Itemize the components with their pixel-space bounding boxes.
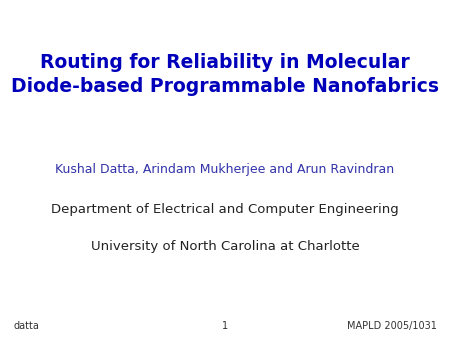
Text: University of North Carolina at Charlotte: University of North Carolina at Charlott… xyxy=(90,240,360,253)
Text: Routing for Reliability in Molecular
Diode-based Programmable Nanofabrics: Routing for Reliability in Molecular Dio… xyxy=(11,53,439,96)
Text: MAPLD 2005/1031: MAPLD 2005/1031 xyxy=(346,321,436,331)
Text: 1: 1 xyxy=(222,321,228,331)
Text: Kushal Datta, Arindam Mukherjee and Arun Ravindran: Kushal Datta, Arindam Mukherjee and Arun… xyxy=(55,163,395,175)
Text: datta: datta xyxy=(14,321,40,331)
Text: Department of Electrical and Computer Engineering: Department of Electrical and Computer En… xyxy=(51,203,399,216)
